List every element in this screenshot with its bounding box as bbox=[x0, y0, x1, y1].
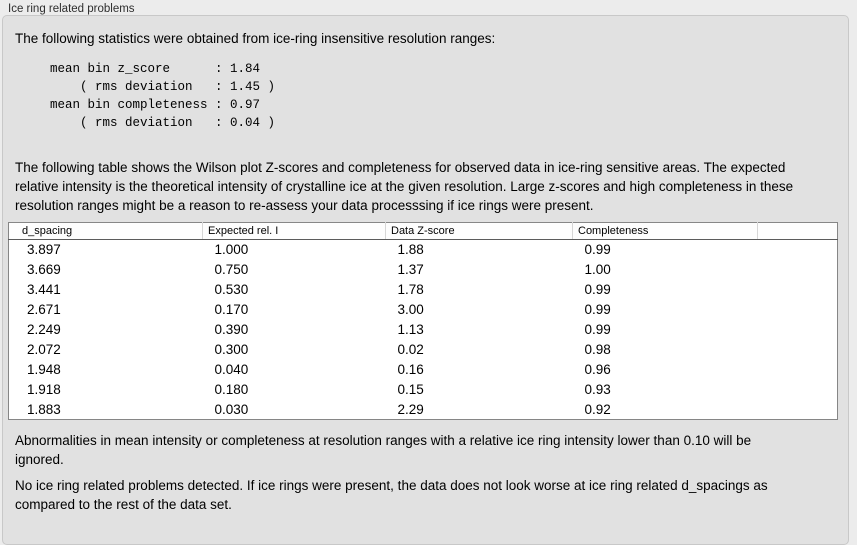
panel-title: Ice ring related problems bbox=[8, 3, 135, 15]
cell-completeness: 0.99 bbox=[584, 242, 611, 258]
table-row[interactable]: 3.897 1.000 1.88 0.99 bbox=[9, 240, 838, 260]
cell-completeness: 0.99 bbox=[584, 302, 611, 317]
cell-completeness: 0.98 bbox=[584, 342, 611, 357]
cell-data-z-score: 1.88 bbox=[397, 242, 424, 258]
cell-expected-rel-i: 0.300 bbox=[214, 342, 249, 357]
table-row[interactable]: 1.948 0.040 0.16 0.96 bbox=[9, 360, 838, 380]
cell-expected-rel-i: 0.180 bbox=[214, 382, 249, 397]
cell-empty bbox=[758, 280, 838, 300]
conclusion-text: No ice ring related problems detected. I… bbox=[15, 478, 768, 512]
table-row[interactable]: 1.918 0.180 0.15 0.93 bbox=[9, 380, 838, 400]
cell-expected-rel-i: 0.030 bbox=[214, 401, 249, 417]
intro-text: The following statistics were obtained f… bbox=[15, 31, 496, 46]
cell-empty bbox=[758, 380, 838, 400]
cell-completeness: 1.00 bbox=[584, 262, 611, 277]
cell-empty bbox=[758, 260, 838, 280]
table-row[interactable]: 2.072 0.300 0.02 0.98 bbox=[9, 340, 838, 360]
ice-ring-groupbox: The following statistics were obtained f… bbox=[2, 15, 849, 545]
cell-empty bbox=[758, 300, 838, 320]
cell-expected-rel-i: 0.040 bbox=[214, 362, 249, 377]
cell-d-spacing: 3.441 bbox=[27, 282, 61, 297]
cell-empty bbox=[758, 340, 838, 360]
column-header-completeness[interactable]: Completeness bbox=[572, 222, 758, 240]
cell-data-z-score: 3.00 bbox=[397, 302, 424, 317]
cell-completeness: 0.99 bbox=[584, 282, 611, 297]
table-header-row: d_spacing Expected rel. I Data Z-score C… bbox=[8, 222, 838, 240]
table-row[interactable]: 3.441 0.530 1.78 0.99 bbox=[9, 280, 838, 300]
cell-empty bbox=[758, 360, 838, 380]
cell-completeness: 0.93 bbox=[584, 382, 611, 397]
cell-expected-rel-i: 0.170 bbox=[214, 302, 249, 317]
column-header-empty[interactable] bbox=[757, 222, 838, 240]
table-row[interactable]: 2.671 0.170 3.00 0.99 bbox=[9, 300, 838, 320]
table-body: 3.897 1.000 1.88 0.99 3.669 0.750 1.37 1.00 3.44… bbox=[9, 240, 838, 420]
cell-d-spacing: 2.671 bbox=[27, 302, 61, 317]
cell-data-z-score: 0.02 bbox=[397, 342, 424, 357]
cell-d-spacing: 1.918 bbox=[27, 382, 61, 397]
cell-empty bbox=[758, 240, 838, 260]
description-text: The following table shows the Wilson plo… bbox=[15, 160, 794, 213]
cell-d-spacing: 3.897 bbox=[27, 242, 61, 258]
cell-d-spacing: 3.669 bbox=[27, 262, 61, 277]
cell-expected-rel-i: 0.750 bbox=[214, 262, 249, 277]
cell-d-spacing: 2.072 bbox=[27, 342, 61, 357]
cell-completeness: 0.96 bbox=[584, 362, 611, 377]
cell-expected-rel-i: 1.000 bbox=[214, 242, 249, 258]
cell-data-z-score: 0.15 bbox=[397, 382, 424, 397]
note-ignore-text: Abnormalities in mean intensity or compl… bbox=[15, 433, 752, 467]
cell-data-z-score: 2.29 bbox=[397, 401, 424, 417]
cell-completeness: 0.99 bbox=[584, 322, 611, 337]
stats-block: mean bin z_score : 1.84 ( rms deviation … bbox=[50, 62, 276, 130]
cell-expected-rel-i: 0.390 bbox=[214, 322, 249, 337]
column-header-expected-rel-i[interactable]: Expected rel. I bbox=[202, 222, 386, 240]
table-row[interactable]: 3.669 0.750 1.37 1.00 bbox=[9, 260, 838, 280]
table-row[interactable]: 1.883 0.030 2.29 0.92 bbox=[9, 400, 838, 420]
column-header-d-spacing[interactable]: d_spacing bbox=[8, 222, 203, 240]
cell-data-z-score: 1.13 bbox=[397, 322, 424, 337]
cell-d-spacing: 2.249 bbox=[27, 322, 61, 337]
column-header-data-z-score[interactable]: Data Z-score bbox=[385, 222, 573, 240]
ice-ring-table: d_spacing Expected rel. I Data Z-score C… bbox=[8, 222, 838, 420]
cell-d-spacing: 1.948 bbox=[27, 362, 61, 377]
cell-d-spacing: 1.883 bbox=[27, 401, 61, 417]
cell-completeness: 0.92 bbox=[584, 401, 611, 417]
cell-data-z-score: 0.16 bbox=[397, 362, 424, 377]
cell-empty bbox=[758, 400, 838, 420]
table-row[interactable]: 2.249 0.390 1.13 0.99 bbox=[9, 320, 838, 340]
cell-expected-rel-i: 0.530 bbox=[214, 282, 249, 297]
cell-data-z-score: 1.78 bbox=[397, 282, 424, 297]
cell-empty bbox=[758, 320, 838, 340]
cell-data-z-score: 1.37 bbox=[397, 262, 424, 277]
